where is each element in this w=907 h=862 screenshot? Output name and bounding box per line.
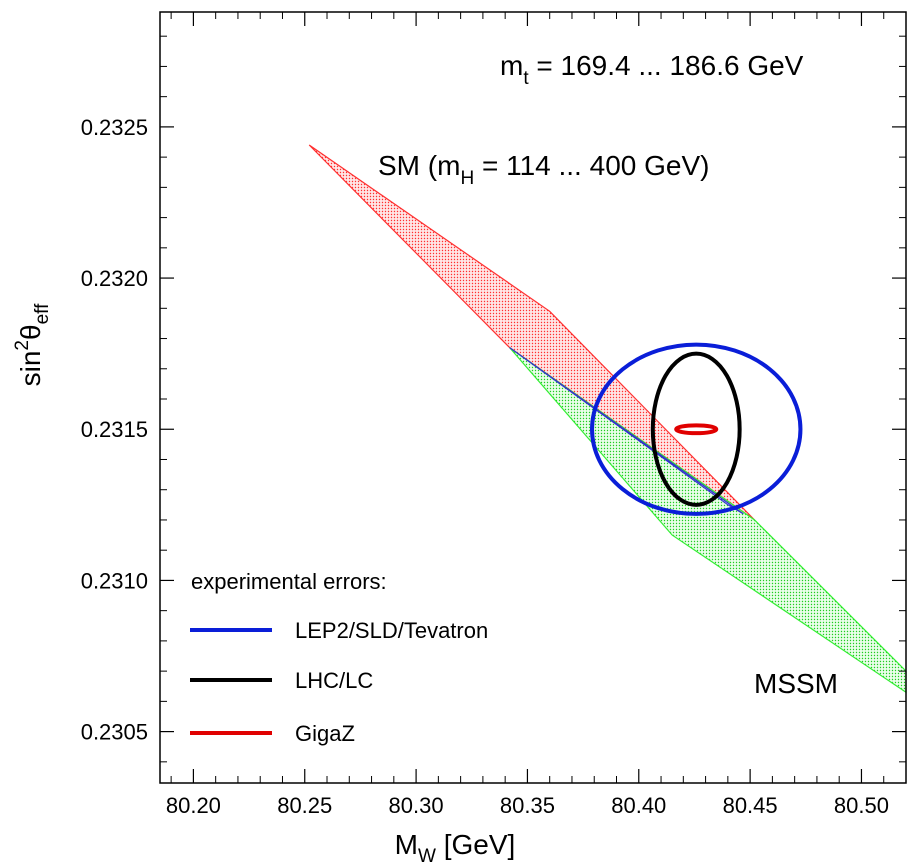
legend: experimental errors: LEP2/SLD/Tevatron L…	[190, 569, 488, 746]
x-tick-label: 80.20	[166, 793, 221, 818]
plot-frame	[159, 11, 907, 784]
x-axis-label: MW [GeV]	[395, 829, 516, 862]
y-tick-label: 0.2310	[81, 568, 148, 593]
annotation-mssm: MSSM	[754, 668, 838, 699]
y-tick-label: 0.2320	[81, 266, 148, 291]
y-axis-label: sin2θeff	[12, 303, 53, 386]
y-tick-label: 0.2305	[81, 720, 148, 745]
error-ellipse-lhc-lc	[650, 351, 742, 507]
tick-layer: 80.20 80.25 80.30 80.35 80.40 80.45 80.50 0.230…	[81, 12, 906, 818]
region-layer	[308, 144, 907, 694]
x-tick-label: 80.45	[723, 793, 778, 818]
legend-label-lep2: LEP2/SLD/Tevatron	[295, 618, 488, 643]
y-tick-label: 0.2315	[81, 417, 148, 442]
annotation-sm: SM (mH = 114 ... 400 GeV)	[378, 150, 709, 189]
region-sm	[308, 144, 756, 521]
error-ellipse-gigaz	[674, 423, 719, 436]
x-tick-label: 80.40	[611, 793, 666, 818]
legend-label-gigaz: GigaZ	[295, 721, 355, 746]
region-mssm	[509, 347, 907, 694]
x-tick-label: 80.50	[834, 793, 889, 818]
ellipse-layer	[590, 342, 803, 516]
svg-text:sin2θeff: sin2θeff	[12, 303, 53, 386]
y-tick-label: 0.2325	[81, 115, 148, 140]
legend-title: experimental errors:	[191, 569, 387, 594]
x-tick-label: 80.30	[389, 793, 444, 818]
x-tick-label: 80.25	[277, 793, 332, 818]
annotation-mt: mt = 169.4 ... 186.6 GeV	[500, 50, 804, 89]
legend-label-lhc: LHC/LC	[295, 668, 373, 693]
x-tick-label: 80.35	[500, 793, 555, 818]
error-ellipse-lep2-sld-tevatron	[590, 342, 803, 516]
